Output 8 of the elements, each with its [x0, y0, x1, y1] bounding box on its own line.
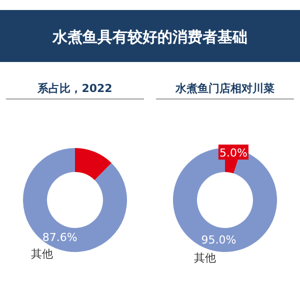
data-label: 87.6% [42, 231, 78, 244]
slice-label: 其他 [30, 248, 53, 261]
chart-subtitle: 水煮鱼门店相对川菜 [174, 82, 274, 95]
data-label: 5.0% [219, 146, 248, 160]
chart-title: 水煮鱼具有较好的消费者基础 [52, 28, 248, 46]
data-label: 95.0% [201, 234, 236, 247]
slice-label: 其他 [194, 251, 216, 264]
chart-subtitle: 系占比，2022 [36, 82, 112, 95]
